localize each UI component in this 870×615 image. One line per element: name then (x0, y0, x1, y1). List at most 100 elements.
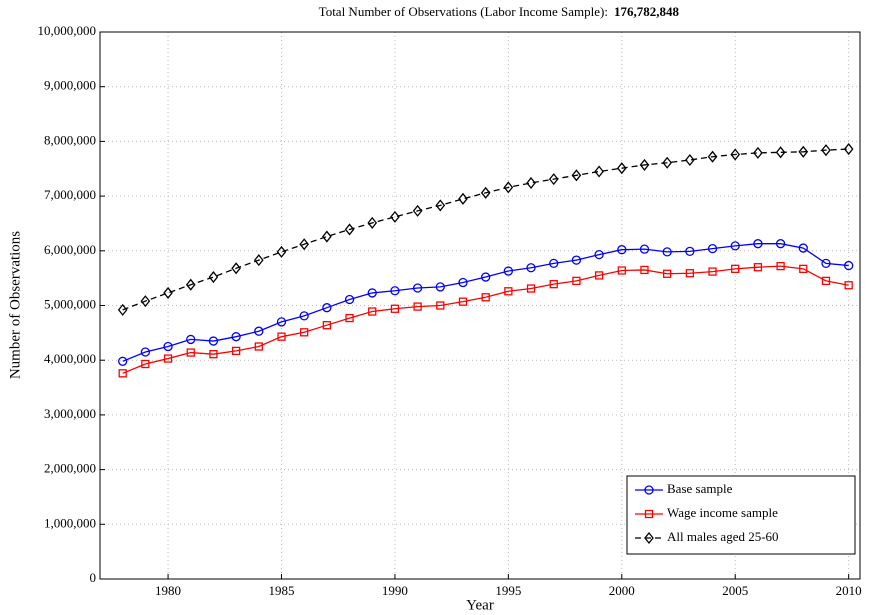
series-line (122, 265, 849, 374)
data-point (775, 146, 786, 159)
legend-marker (644, 509, 654, 519)
data-point (345, 313, 354, 323)
data-point (730, 148, 741, 161)
series-line (122, 243, 849, 362)
data-point (163, 354, 173, 363)
data-point (253, 254, 264, 267)
legend: Base sample Wage income sample All males a… (626, 475, 856, 555)
data-point (708, 267, 717, 276)
legend-label: All males aged 25-60 (667, 529, 779, 544)
data-point (435, 282, 445, 292)
x-tick-label: 1995 (495, 583, 521, 598)
data-point (526, 284, 536, 293)
data-point (821, 144, 831, 157)
data-point (367, 216, 378, 229)
data-point (707, 150, 718, 163)
data-point (390, 286, 400, 296)
data-point (276, 317, 287, 327)
data-point (753, 239, 763, 249)
data-point (186, 334, 196, 345)
data-point (731, 264, 740, 274)
data-point (685, 153, 695, 167)
data-point (209, 350, 218, 359)
x-tick-label: 2010 (836, 583, 862, 598)
data-point (572, 276, 581, 286)
data-point (798, 243, 808, 253)
data-point (548, 173, 559, 186)
data-point (776, 261, 785, 271)
data-point (322, 321, 332, 330)
data-point (503, 266, 514, 276)
y-tick-label: 6,000,000 (44, 242, 96, 257)
data-point (662, 156, 672, 169)
y-axis-label: Number of Observations (7, 231, 23, 379)
data-point (753, 146, 763, 159)
data-point (617, 266, 626, 275)
data-point (276, 245, 287, 258)
data-point (571, 255, 582, 265)
data-point (640, 265, 649, 275)
y-tick-label: 9,000,000 (44, 78, 96, 93)
legend-marker (644, 485, 654, 495)
data-point (231, 332, 241, 342)
data-point (322, 230, 332, 243)
data-point (412, 283, 423, 293)
data-point (118, 356, 128, 366)
y-tick-label: 4,000,000 (44, 351, 96, 366)
data-point (299, 238, 310, 251)
data-point (231, 346, 241, 356)
data-point (480, 186, 491, 199)
data-point (435, 199, 446, 212)
data-point (140, 295, 151, 308)
data-point (571, 169, 582, 182)
data-point (594, 165, 604, 178)
x-tick-label: 1990 (382, 583, 408, 598)
data-point (118, 369, 127, 378)
data-point (300, 328, 309, 337)
data-point (412, 204, 423, 217)
data-point (368, 307, 377, 316)
y-tick-label: 1,000,000 (44, 515, 96, 530)
data-point (208, 271, 219, 284)
data-point (685, 269, 695, 278)
data-point (844, 260, 854, 271)
data-point (458, 277, 468, 288)
data-point (163, 341, 173, 352)
data-point (185, 278, 196, 291)
data-point (663, 269, 672, 278)
data-point (481, 272, 491, 282)
data-point (163, 286, 173, 299)
data-point (504, 287, 513, 296)
data-point (254, 342, 263, 351)
y-tick-label: 8,000,000 (44, 132, 96, 147)
series-line (122, 148, 849, 311)
y-tick-label: 2,000,000 (44, 461, 96, 476)
data-point (458, 192, 468, 205)
data-point (730, 241, 740, 251)
x-tick-label: 1985 (268, 583, 294, 598)
data-point (549, 258, 559, 269)
data-point (322, 303, 332, 313)
data-point (821, 276, 831, 286)
data-point (526, 176, 536, 190)
data-point (277, 332, 286, 341)
y-tick-label: 3,000,000 (44, 406, 96, 421)
plot-frame (99, 31, 861, 580)
data-point (186, 348, 195, 357)
data-point (799, 264, 808, 274)
data-point (685, 246, 695, 256)
y-tick-label: 7,000,000 (44, 187, 96, 202)
data-point (413, 302, 422, 311)
data-point (594, 271, 604, 280)
data-point (639, 244, 650, 254)
data-point (549, 280, 558, 289)
x-tick-label: 2000 (609, 583, 635, 598)
y-tick-label: 10,000,000 (38, 23, 97, 38)
data-point (344, 223, 355, 236)
y-tick-label: 5,000,000 (44, 296, 96, 311)
x-tick-label: 2005 (722, 583, 748, 598)
x-axis-label: Year (466, 597, 494, 613)
data-point (367, 288, 377, 298)
legend-box (626, 475, 856, 555)
